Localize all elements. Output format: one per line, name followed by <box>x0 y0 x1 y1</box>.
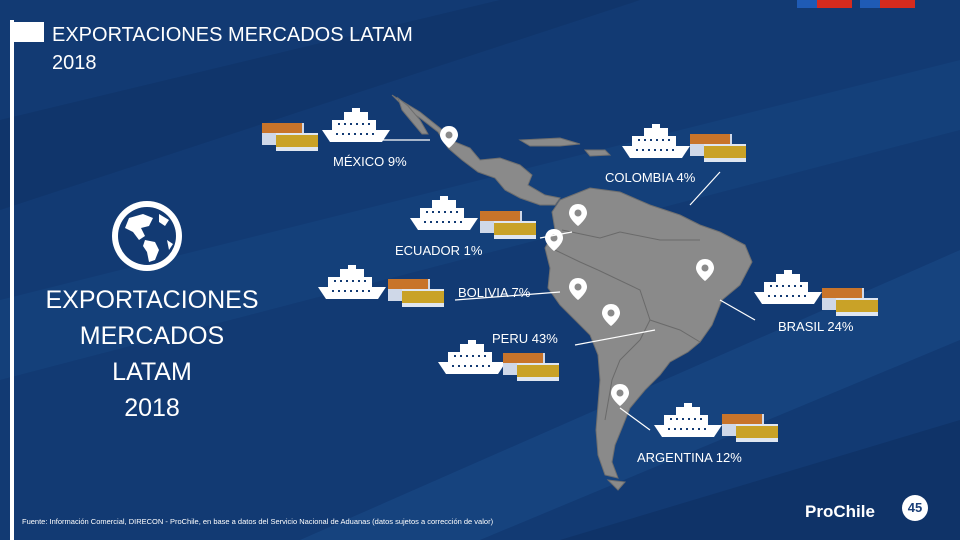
main-label: EXPORTACIONES MERCADOS LATAM 2018 <box>40 282 264 426</box>
source-footnote: Fuente: Información Comercial, DIRECON -… <box>22 517 494 526</box>
country-label-mexico: MÉXICO 9% <box>333 154 407 169</box>
country-label-peru: PERU 43% <box>492 331 558 346</box>
anniversary-badge: 45 <box>902 495 928 521</box>
country-label-ecuador: ECUADOR 1% <box>395 243 483 258</box>
flag-stripe <box>797 0 852 8</box>
country-label-colombia: COLOMBIA 4% <box>605 170 696 185</box>
leader-lines <box>380 139 756 431</box>
title-line-2: 2018 <box>52 52 97 74</box>
page-title: EXPORTACIONES MERCADOS LATAM 2018 <box>52 21 413 77</box>
left-accent-bar <box>10 20 14 540</box>
title-accent-block <box>14 22 44 42</box>
country-label-argentina: ARGENTINA 12% <box>637 450 742 465</box>
main-label-line-2: MERCADOS <box>79 322 225 350</box>
main-label-line-4: 2018 <box>124 394 180 422</box>
flag-stripe <box>860 0 915 8</box>
globe-icon <box>112 201 182 271</box>
main-label-line-1: EXPORTACIONES <box>45 286 259 314</box>
title-line-1: EXPORTACIONES MERCADOS LATAM <box>52 24 413 46</box>
logo-name: ProChile <box>805 502 875 521</box>
country-label-brasil: BRASIL 24% <box>778 319 854 334</box>
main-label-line-3: LATAM <box>112 358 192 386</box>
country-label-bolivia: BOLIVIA 7% <box>458 285 531 300</box>
prochile-logo: ProChile 45 <box>800 490 950 534</box>
